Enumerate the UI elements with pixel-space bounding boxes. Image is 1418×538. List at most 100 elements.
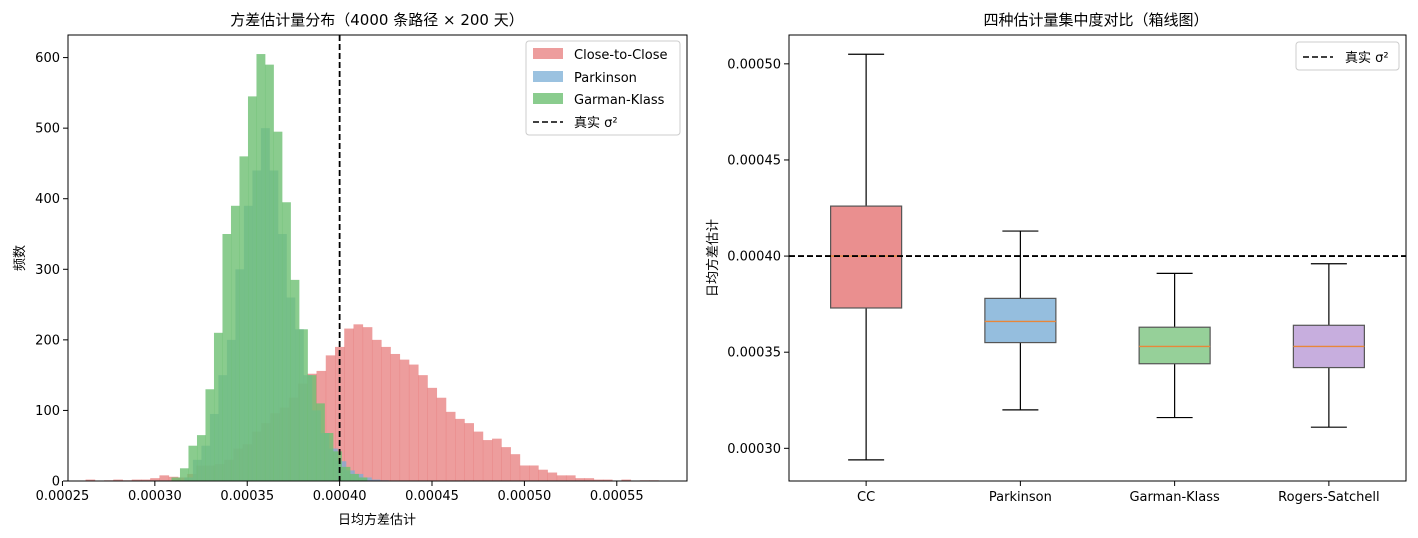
- hist-bar-garman-klass-2: [188, 445, 198, 481]
- legend-label-garman-klass: Garman-Klass: [574, 93, 665, 108]
- hist-bar-garman-klass-14: [290, 279, 300, 481]
- hist-bar-close-to-close-5: [131, 479, 142, 481]
- hist-bar-close-to-close-31: [371, 339, 382, 481]
- hist-bar-close-to-close-29: [353, 324, 364, 481]
- histogram-y-tick-label: 500: [35, 122, 60, 137]
- hist-bar-garman-klass-10: [256, 54, 266, 481]
- box-iqr: [1138, 326, 1211, 365]
- legend-swatch-close-to-close: [533, 48, 563, 59]
- histogram-x-label: 日均方差估计: [338, 512, 416, 528]
- hist-bar-close-to-close-37: [427, 387, 438, 481]
- boxplot-title: 四种估计量集中度对比（箱线图）: [983, 11, 1208, 29]
- hist-bar-close-to-close-58: [621, 479, 632, 481]
- histogram-legend-box: [525, 40, 681, 136]
- histogram-y-tick-label: 200: [35, 333, 60, 348]
- hist-bar-garman-klass-17: [315, 403, 325, 481]
- hist-bar-close-to-close-50: [547, 472, 558, 481]
- hist-bar-close-to-close-42: [473, 431, 484, 481]
- hist-bar-garman-klass-21: [349, 473, 359, 481]
- legend-label-parkinson: Parkinson: [574, 71, 637, 86]
- hist-bar-garman-klass-0: [171, 477, 181, 481]
- hist-bar-garman-klass-8: [239, 156, 249, 481]
- histogram-legend: Close-to-Close Parkinson Garman-Klass 真实…: [525, 40, 681, 136]
- legend-label-true-sigma: 真实 σ²: [574, 116, 618, 131]
- hist-bar-close-to-close-32: [381, 346, 391, 481]
- boxplot-legend: 真实 σ²: [1295, 41, 1400, 71]
- boxplot-y-label: 日均方差估计: [705, 219, 721, 297]
- hist-bar-close-to-close-54: [584, 478, 595, 481]
- hist-bar-close-to-close-0: [85, 479, 96, 481]
- hist-bar-garman-klass-13: [281, 202, 291, 481]
- hist-bar-close-to-close-47: [519, 465, 530, 481]
- box-parkinson: [984, 230, 1057, 411]
- boxplot-y-tick-label: 0.00030: [727, 442, 781, 457]
- hist-bar-close-to-close-44: [492, 438, 502, 481]
- boxplot-legend-label-true-sigma: 真实 σ²: [1345, 51, 1389, 66]
- hist-bar-close-to-close-33: [390, 353, 401, 481]
- legend-label-close-to-close: Close-to-Close: [574, 48, 668, 63]
- hist-bar-close-to-close-52: [565, 475, 576, 481]
- boxplot-y-tick-label: 0.00045: [727, 153, 781, 168]
- boxplot-x-tick-label: Rogers-Satchell: [1278, 490, 1379, 505]
- hist-bar-close-to-close-38: [436, 397, 447, 481]
- hist-bar-close-to-close-7: [150, 478, 160, 481]
- hist-bar-close-to-close-36: [418, 375, 428, 481]
- hist-bar-garman-klass-6: [222, 234, 232, 481]
- hist-bar-close-to-close-3: [113, 479, 123, 481]
- histogram-x-tick-label: 0.00035: [220, 489, 274, 504]
- hist-bar-close-to-close-39: [445, 411, 456, 481]
- hist-bar-close-to-close-48: [529, 465, 539, 481]
- box-iqr: [984, 297, 1057, 344]
- boxplot-y-tick-label: 0.00035: [727, 346, 781, 361]
- hist-bar-close-to-close-41: [464, 423, 474, 481]
- hist-bar-garman-klass-22: [358, 477, 368, 481]
- boxplot-y-tick-label: 0.00050: [727, 57, 781, 72]
- histogram-x-tick-label: 0.00055: [590, 489, 644, 504]
- hist-bar-close-to-close-28: [344, 328, 354, 481]
- hist-bar-garman-klass-11: [264, 64, 274, 481]
- hist-bar-garman-klass-15: [298, 329, 308, 481]
- legend-swatch-parkinson: [533, 71, 563, 82]
- histogram-y-ticks: 0 100 200 300 400 500 600: [35, 51, 68, 490]
- hist-bar-close-to-close-55: [593, 479, 604, 481]
- boxplot-legend-box: [1295, 41, 1400, 71]
- hist-bar-close-to-close-51: [556, 475, 567, 481]
- hist-bar-close-to-close-34: [399, 359, 410, 481]
- histogram-y-tick-label: 100: [35, 404, 60, 419]
- histogram-y-tick-label: 600: [35, 51, 60, 66]
- hist-bar-close-to-close-53: [575, 478, 585, 481]
- hist-bar-garman-klass-3: [196, 435, 206, 481]
- hist-bar-close-to-close-8: [159, 475, 170, 481]
- boxplot-x-ticks: CC Parkinson Garman-Klass Rogers-Satchell: [857, 481, 1380, 505]
- hist-bar-close-to-close-43: [482, 440, 493, 481]
- boxplot-axes-frame: [788, 34, 1407, 482]
- histogram-panel: 方差估计量分布（4000 条路径 × 200 天） 0.00025 0.00030…: [13, 11, 688, 528]
- boxplot-plot-area: [789, 53, 1406, 461]
- hist-bar-close-to-close-46: [510, 454, 521, 481]
- box-rogers-satchell: [1292, 263, 1365, 428]
- boxplot-panel: 四种估计量集中度对比（箱线图） CC Parkinson Garman-Klass R…: [705, 11, 1407, 505]
- hist-bar-garman-klass-7: [230, 205, 240, 481]
- box-iqr: [830, 205, 903, 309]
- histogram-x-tick-label: 0.00040: [313, 489, 367, 504]
- hist-bar-garman-klass-16: [307, 375, 317, 481]
- histogram-x-tick-label: 0.00045: [405, 489, 459, 504]
- histogram-axes-frame: [67, 34, 688, 482]
- box-cc: [830, 53, 903, 461]
- box-garman-klass: [1138, 272, 1211, 419]
- hist-bar-garman-klass-19: [332, 451, 342, 481]
- hist-bar-close-to-close-30: [362, 327, 373, 481]
- hist-bar-garman-klass-20: [341, 466, 351, 481]
- histogram-title: 方差估计量分布（4000 条路径 × 200 天）: [230, 11, 523, 29]
- series-garman-klass: [171, 54, 368, 482]
- hist-bar-close-to-close-26: [325, 355, 336, 481]
- hist-bar-garman-klass-1: [179, 468, 189, 481]
- histogram-x-tick-label: 0.00025: [36, 489, 90, 504]
- boxplot-x-tick-label: Garman-Klass: [1129, 490, 1220, 505]
- boxplot-x-tick-label: Parkinson: [989, 490, 1052, 505]
- hist-bar-close-to-close-35: [408, 364, 419, 481]
- hist-bar-close-to-close-49: [538, 469, 548, 481]
- hist-bar-garman-klass-9: [247, 96, 257, 481]
- histogram-y-label: 频数: [13, 245, 28, 271]
